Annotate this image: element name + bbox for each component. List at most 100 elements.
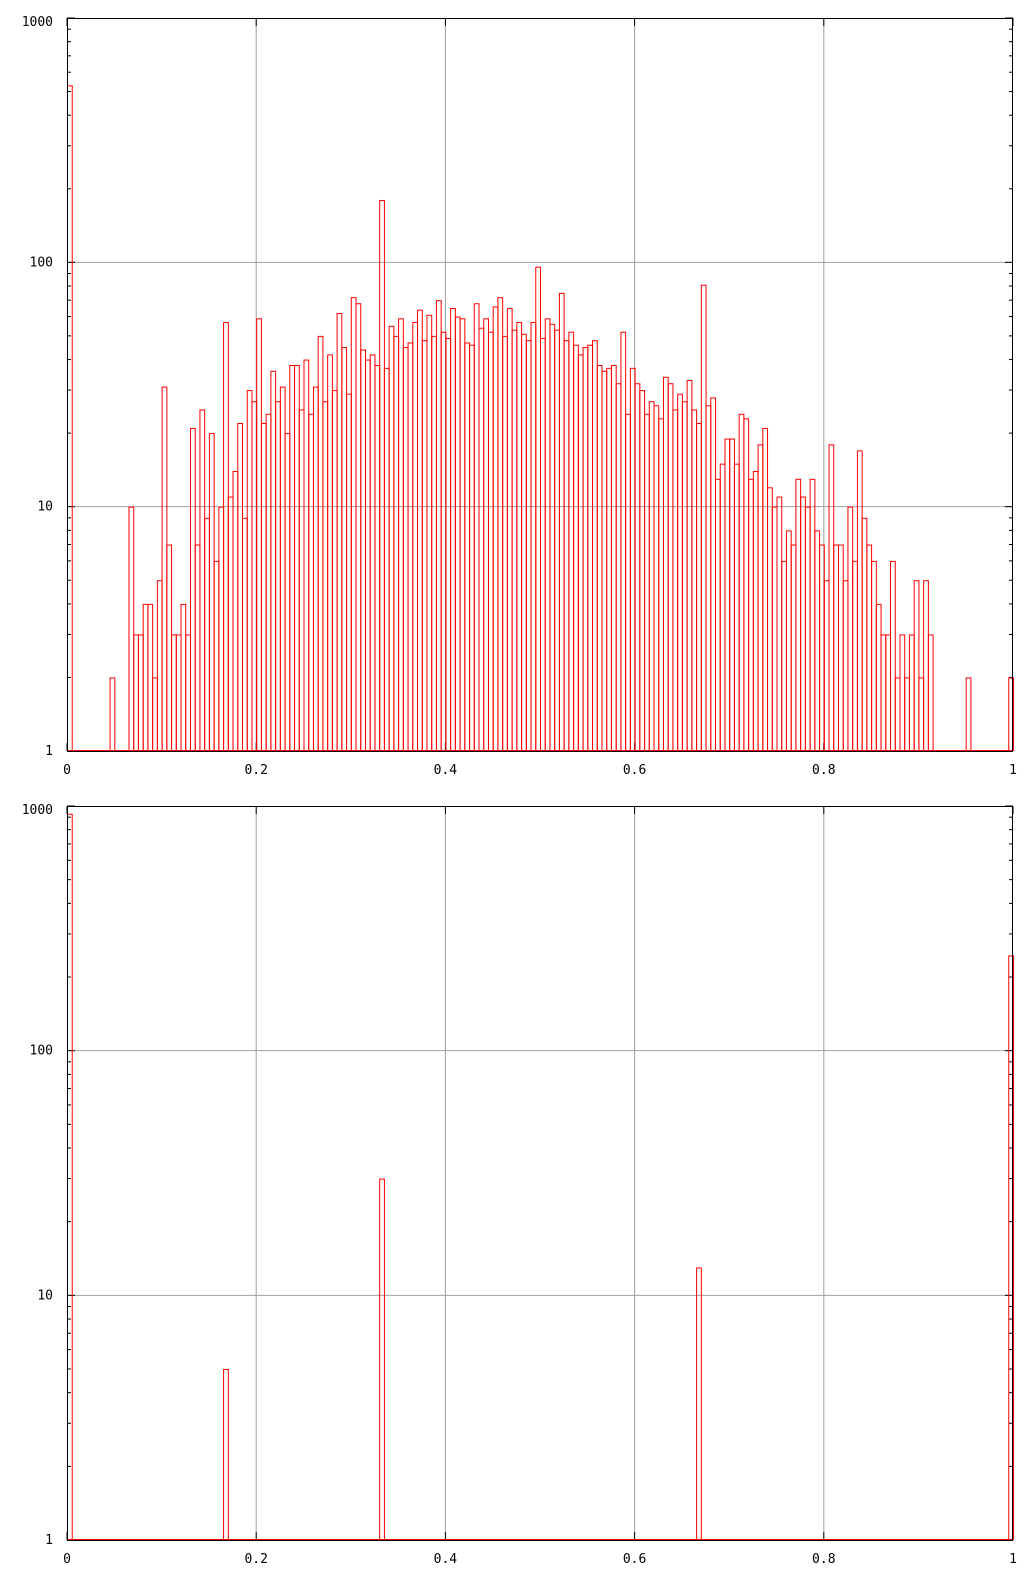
histogram-bar: [521, 333, 527, 751]
histogram-bar: [625, 413, 631, 751]
histogram-bar: [445, 338, 452, 751]
histogram-bar: [800, 496, 806, 751]
histogram-bar: [369, 354, 376, 751]
histogram-bar: [875, 603, 882, 751]
histogram-bar: [743, 418, 750, 751]
y-tick-label: 10: [37, 1288, 53, 1303]
histogram-bar: [596, 365, 603, 751]
histogram-bar: [852, 560, 858, 751]
histogram-bar: [156, 580, 163, 751]
histogram-bar: [502, 335, 508, 751]
histogram-bar: [189, 427, 196, 751]
histogram-bar: [705, 405, 712, 751]
histogram-bar: [147, 603, 154, 751]
histogram-bar: [700, 284, 707, 751]
histogram-bar: [308, 413, 314, 751]
histogram-bar: [398, 318, 404, 751]
histogram-bar: [767, 487, 773, 751]
x-tick-label: 1: [1009, 763, 1017, 778]
y-tick-label: 10: [37, 500, 53, 515]
histogram-bar: [890, 560, 896, 751]
histogram-bar: [402, 347, 409, 751]
histogram-bar: [355, 303, 362, 751]
histogram-bar: [492, 306, 499, 751]
x-tick-label: 0.2: [244, 763, 267, 778]
histogram-bar: [861, 517, 868, 751]
histogram-bar: [880, 634, 887, 752]
histogram-bar: [478, 327, 485, 751]
histogram-bar: [223, 1368, 229, 1541]
histogram-bar: [592, 340, 598, 751]
x-tick-label: 0.8: [812, 763, 835, 778]
histogram-bar: [615, 383, 622, 751]
histogram-bar: [715, 478, 721, 751]
histogram-bar: [426, 314, 433, 751]
histogram-bar: [67, 85, 73, 752]
histogram-bar: [587, 344, 594, 751]
histogram-bar: [199, 409, 206, 751]
x-tick-label: 0.6: [623, 1552, 646, 1567]
histogram-bar: [648, 401, 655, 751]
histogram-bar: [871, 560, 877, 751]
histogram-bar: [431, 335, 437, 751]
histogram-bar: [412, 321, 419, 751]
histogram-bar: [837, 544, 844, 752]
histogram-bar: [530, 321, 537, 751]
histogram-bar: [899, 634, 906, 752]
histogram-bar: [435, 300, 442, 751]
histogram-bar: [327, 354, 333, 751]
histogram-bar: [152, 677, 158, 752]
histogram-bar: [833, 544, 839, 752]
histogram-bar: [691, 409, 698, 751]
histogram-bar: [752, 470, 759, 751]
histogram-bar: [781, 560, 787, 751]
plot-frame: [67, 18, 1013, 752]
histogram-bar: [265, 413, 272, 751]
histogram-bar: [710, 397, 717, 751]
histogram-bar: [142, 603, 149, 751]
x-tick-label: 0: [63, 1552, 71, 1567]
plot-frame: [67, 806, 1013, 1541]
histogram-bar: [568, 331, 575, 751]
histogram-bar: [923, 580, 929, 751]
histogram-bar: [175, 634, 182, 752]
histogram-bar: [464, 342, 471, 751]
histogram-bar: [312, 386, 319, 751]
histogram-bar: [885, 634, 892, 752]
y-tick-label: 1000: [22, 803, 53, 818]
histogram-bar: [965, 677, 972, 752]
histogram-bar: [227, 496, 234, 751]
histogram-bar: [260, 423, 267, 751]
histogram-bar: [686, 379, 693, 751]
histogram-bar: [246, 390, 253, 751]
histogram-bar: [322, 401, 329, 751]
x-tick-label: 0.8: [812, 1552, 835, 1567]
histogram-bar: [606, 367, 612, 751]
histogram-bar: [109, 677, 116, 752]
histogram-bar: [393, 335, 400, 751]
histogram-bar: [724, 438, 731, 751]
histogram-bar: [459, 318, 466, 751]
histogram-bar: [374, 365, 381, 751]
histogram-bar: [256, 318, 262, 751]
histogram-bar: [161, 386, 168, 751]
histogram-bar: [133, 634, 139, 752]
histogram-bar: [1008, 677, 1015, 752]
histogram-bar: [218, 506, 225, 751]
histogram-bar: [166, 544, 173, 752]
histogram-bar: [294, 365, 300, 751]
histogram-bar: [620, 331, 627, 751]
histogram-bar: [454, 316, 461, 751]
histogram-bar: [804, 506, 811, 751]
histogram-bar: [662, 376, 669, 751]
histogram-bar: [450, 308, 456, 751]
histogram-bar: [204, 517, 210, 751]
histogram-bar: [128, 506, 135, 751]
histogram-bar: [563, 340, 570, 751]
histogram-bar: [610, 365, 617, 751]
histogram-bar: [790, 544, 797, 752]
histogram-panel-top: 1 10 100 1000 0 0.2 0.4 0.6 0.8 1: [22, 15, 1017, 778]
histogram-bar: [814, 530, 821, 752]
histogram-bar: [336, 313, 343, 751]
